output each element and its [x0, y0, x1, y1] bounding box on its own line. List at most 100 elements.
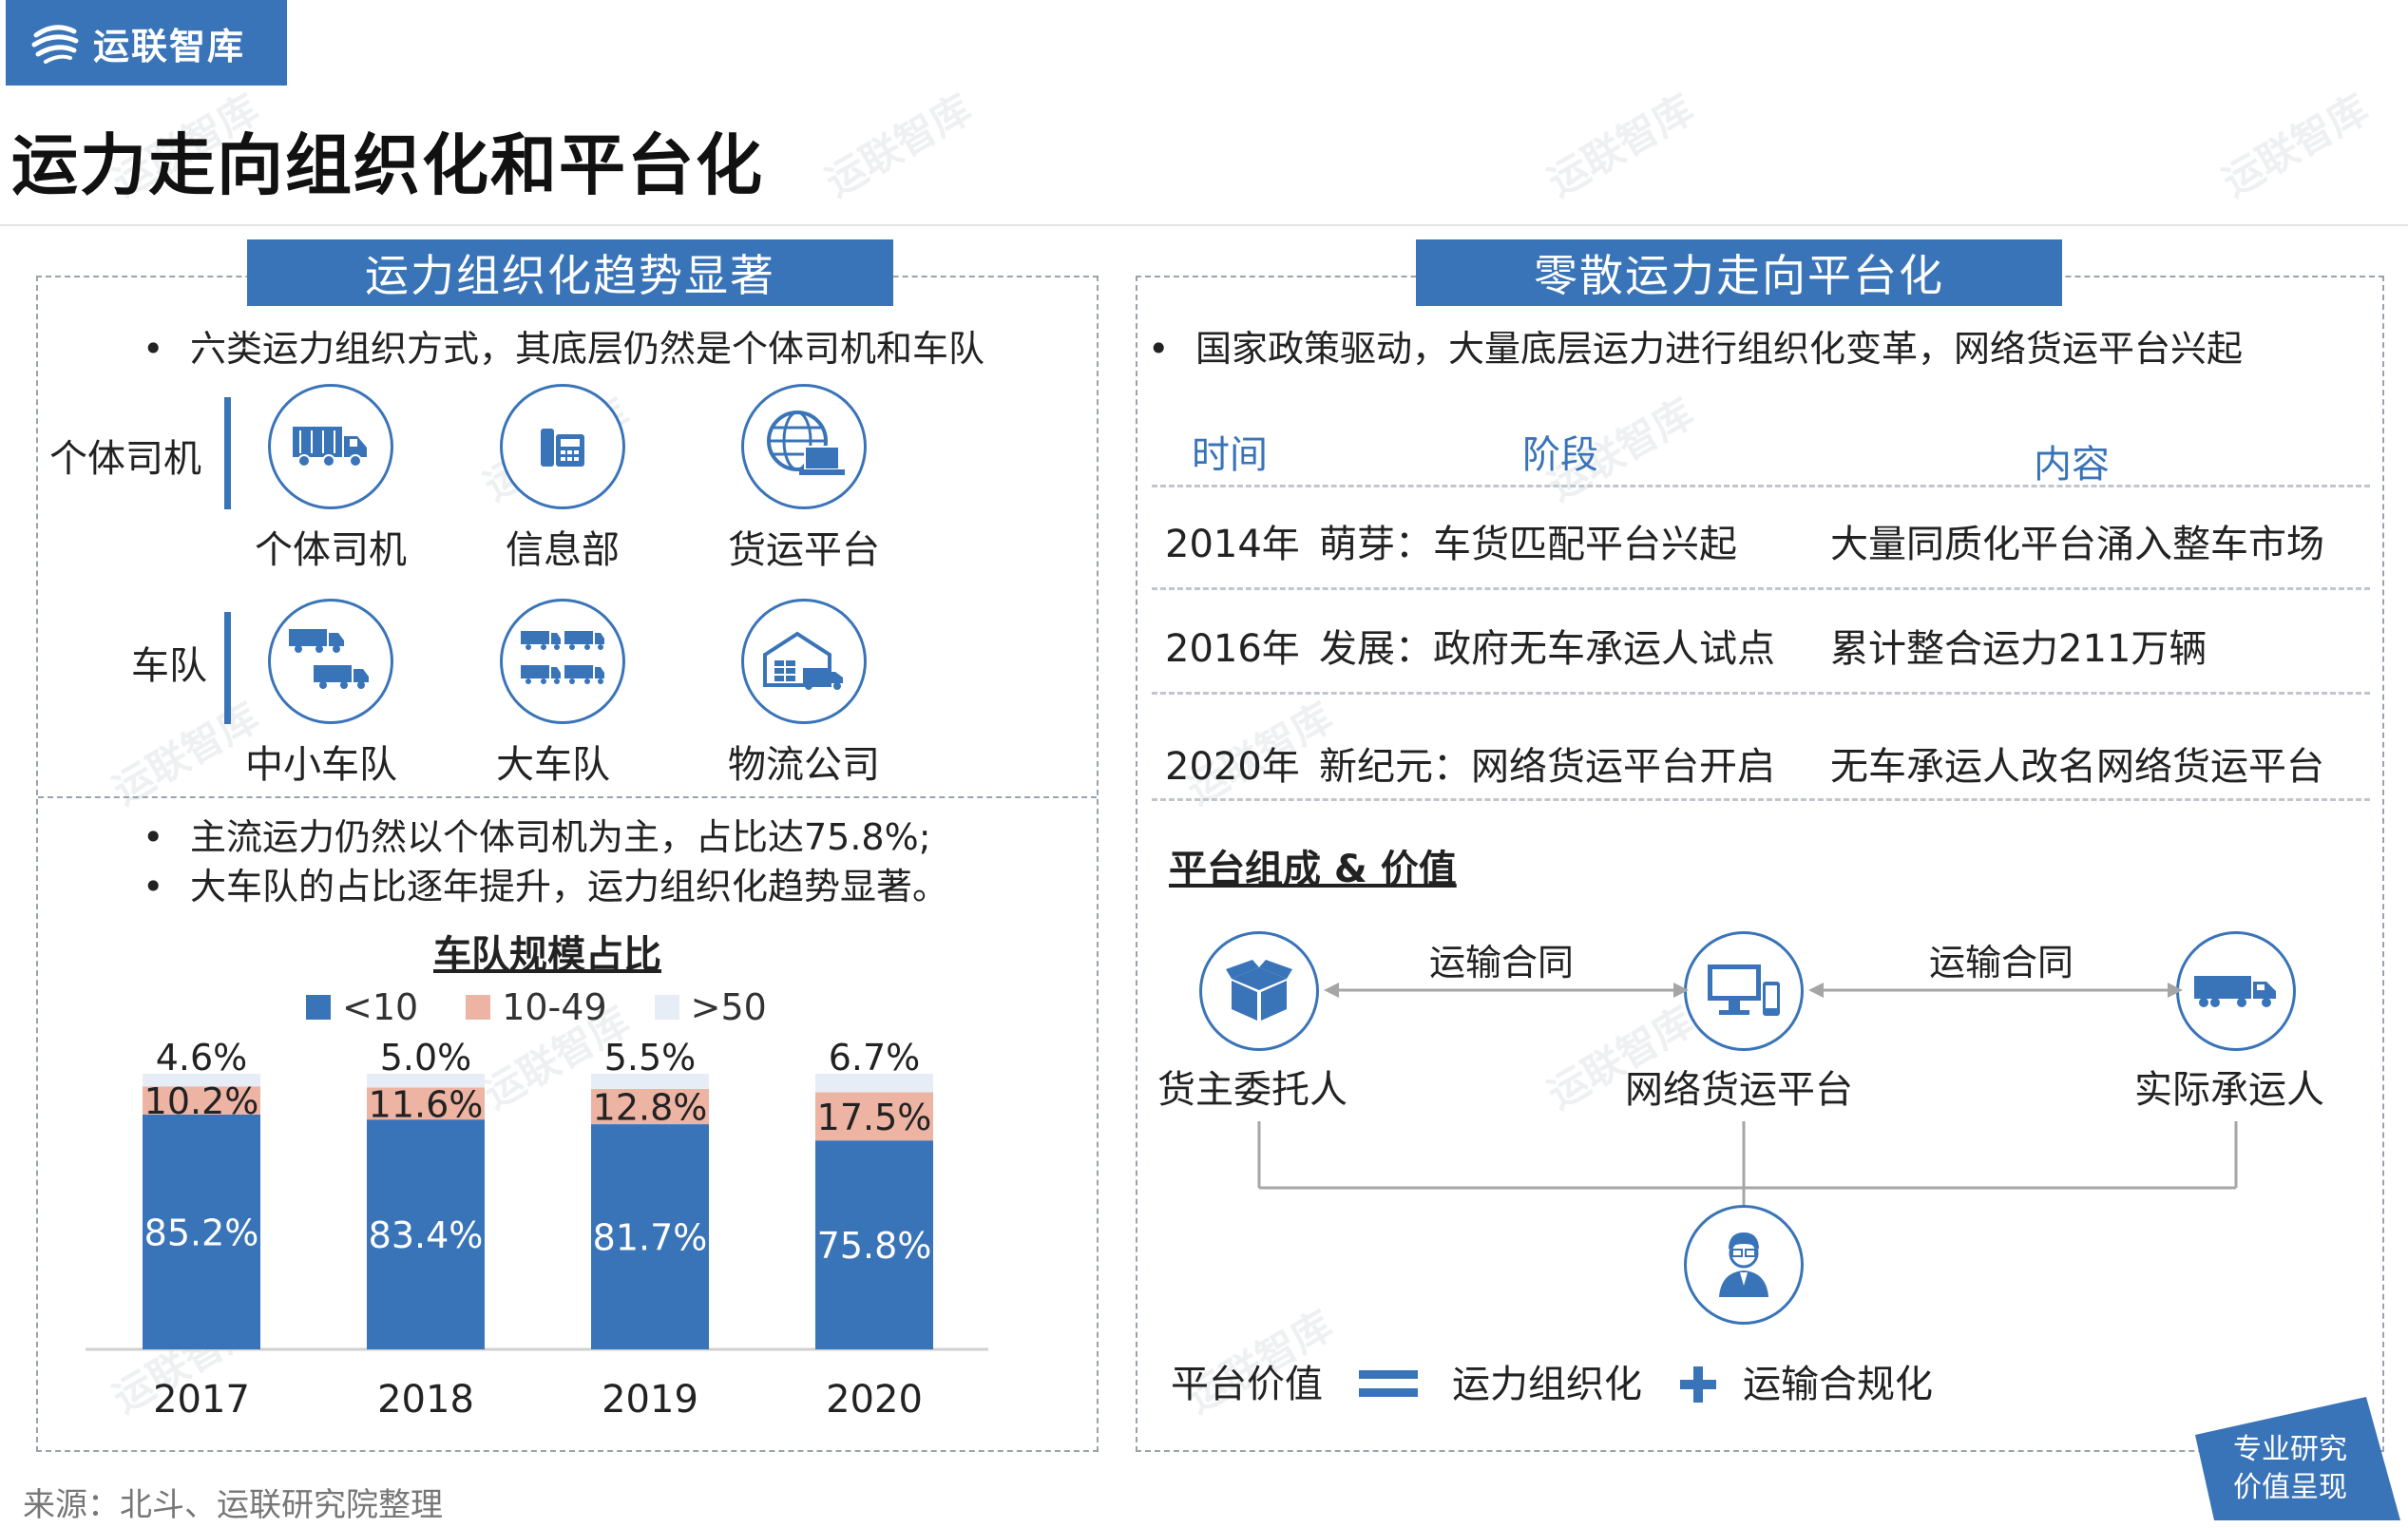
data-label-2017-1: 10.2%	[144, 1080, 259, 1122]
row-1-stage: 萌芽：车货匹配平台兴起	[1319, 523, 1737, 566]
table-header-time: 时间	[1192, 433, 1268, 477]
watermark: 运联智库	[2214, 85, 2377, 206]
left-bullet-3: • 大车队的占比逐年提升，运力组织化趋势显著。	[143, 866, 949, 907]
warehouse-icon	[763, 631, 843, 690]
data-label-2020-0: 75.8%	[817, 1225, 932, 1267]
node-label-shipper: 货主委托人	[1157, 1068, 1347, 1112]
bar-segment-2019-1	[591, 1088, 709, 1125]
flow-connectors	[1257, 983, 2238, 1207]
logistics-company-icon-circle	[741, 599, 867, 724]
box-icon	[1226, 960, 1292, 1021]
badge-line-1: 专业研究	[2233, 1433, 2347, 1466]
plus-icon	[1680, 1366, 1716, 1403]
brand-logo: 运联智库	[6, 0, 287, 86]
table-rule	[1152, 692, 2370, 695]
bar-segment-2017-2	[143, 1074, 260, 1087]
data-label-2019-0: 81.7%	[593, 1217, 708, 1259]
brand-name: 运联智库	[93, 25, 246, 67]
right-panel-header: 零散运力走向平台化	[1416, 239, 2062, 306]
node-label-platform: 网络货运平台	[1625, 1068, 1853, 1112]
data-label-2019-2: 5.5%	[604, 1037, 697, 1079]
phone-icon	[541, 429, 584, 467]
large-fleet-icon-circle	[500, 599, 625, 724]
row-2-time: 2016年	[1165, 627, 1300, 671]
x-tick-label-2019: 2019	[602, 1378, 698, 1422]
bar-segment-2018-2	[367, 1074, 485, 1088]
right-bullet-1: • 国家政策驱动，大量底层运力进行组织化变革，网络货运平台兴起	[1148, 328, 2244, 370]
table-rule	[1152, 587, 2370, 590]
legend-swatch-gt50	[654, 995, 679, 1020]
group-label-fleets: 车队	[131, 644, 207, 688]
truck-icon	[2194, 976, 2276, 1007]
bar-segment-2020-0	[815, 1140, 933, 1349]
row-1-content: 大量同质化平台涌入整车市场	[1830, 523, 2324, 566]
computer-phone-icon	[1708, 965, 1780, 1016]
chart-legend: <10 10-49 >50	[306, 986, 814, 1028]
icon-label-freight-platform: 货运平台	[728, 528, 880, 572]
bar-segment-2019-0	[591, 1124, 709, 1349]
data-label-2017-2: 4.6%	[156, 1037, 248, 1079]
left-bullet-2: • 主流运力仍然以个体司机为主，占比达75.8%;	[143, 816, 931, 858]
truck-icon	[293, 427, 367, 468]
legend-item-lt10: <10	[306, 986, 418, 1028]
watermark: 运联智库	[817, 85, 980, 206]
group-label-drivers: 个体司机	[49, 437, 201, 481]
legend-label-10-49: 10-49	[502, 986, 607, 1028]
icon-label-individual-driver: 个体司机	[255, 528, 407, 572]
small-fleet-icon-circle	[268, 599, 393, 724]
row-3-content: 无车承运人改名网络货运平台	[1830, 745, 2324, 789]
arrow-label-contract-right: 运输合同	[1929, 942, 2074, 984]
legend-label-gt50: >50	[690, 986, 767, 1028]
stacked-bar-chart: 85.2% 10.2%4.6% 2017 83.4% 11.6%5.0% 2018 81.7…	[86, 1037, 988, 1422]
watermark: 运联智库	[1539, 85, 1702, 206]
badge-text: 专业研究 价值呈现	[2214, 1431, 2366, 1507]
platform-value-label: 平台价值	[1171, 1363, 1323, 1406]
left-panel-header: 运力组织化趋势显著	[247, 239, 893, 306]
table-rule	[1152, 798, 2370, 801]
data-label-2019-1: 12.8%	[593, 1087, 708, 1129]
truck-fleet-icon	[521, 631, 604, 684]
bar-segment-2020-1	[815, 1092, 933, 1141]
value-b-label: 运输合规化	[1743, 1363, 1933, 1406]
two-trucks-icon	[289, 629, 369, 689]
legend-label-lt10: <10	[342, 986, 419, 1028]
freight-platform-icon-circle	[741, 384, 867, 509]
x-tick-label-2017: 2017	[153, 1378, 250, 1422]
legend-item-10-49: 10-49	[466, 986, 607, 1028]
carrier-icon-circle	[2176, 931, 2296, 1051]
person-icon-circle	[1684, 1205, 1804, 1325]
icon-label-logistics-company: 物流公司	[728, 743, 880, 787]
node-label-carrier: 实际承运人	[2134, 1068, 2324, 1112]
data-label-2018-2: 5.0%	[380, 1037, 472, 1079]
x-tick-label-2020: 2020	[826, 1378, 923, 1422]
row-2-content: 累计整合运力211万辆	[1830, 627, 2207, 671]
icon-label-info-dept: 信息部	[506, 528, 620, 572]
brand-swirl-icon	[31, 25, 79, 64]
table-header-content: 内容	[2034, 443, 2110, 487]
globe-laptop-icon	[767, 411, 845, 475]
value-a-label: 运力组织化	[1452, 1363, 1642, 1406]
bar-segment-2017-1	[143, 1086, 260, 1115]
data-label-2020-2: 6.7%	[829, 1037, 921, 1079]
arrow-label-contract-left: 运输合同	[1429, 942, 1575, 984]
title-divider	[0, 224, 2408, 226]
icon-label-small-fleet: 中小车队	[245, 743, 397, 787]
row-3-time: 2020年	[1165, 745, 1300, 789]
businessman-icon	[1719, 1232, 1768, 1297]
platform-icon-circle	[1684, 931, 1804, 1051]
chart-title: 车队规模占比	[433, 933, 661, 977]
legend-item-gt50: >50	[654, 986, 767, 1028]
badge-ribbon	[2195, 1397, 2400, 1520]
legend-swatch-10-49	[466, 995, 491, 1020]
info-dept-icon-circle	[500, 384, 625, 509]
legend-swatch-lt10	[306, 995, 331, 1020]
x-tick-label-2018: 2018	[377, 1378, 474, 1422]
bar-segment-2019-2	[591, 1074, 709, 1089]
shipper-icon-circle	[1199, 931, 1319, 1051]
row-1-time: 2014年	[1165, 523, 1300, 566]
row-3-stage: 新纪元：网络货运平台开启	[1319, 745, 1775, 789]
row-2-stage: 发展：政府无车承运人试点	[1319, 627, 1775, 671]
bar-segment-2017-0	[143, 1114, 260, 1349]
badge-line-2: 价值呈现	[2233, 1471, 2347, 1504]
data-label-2017-0: 85.2%	[144, 1212, 259, 1253]
